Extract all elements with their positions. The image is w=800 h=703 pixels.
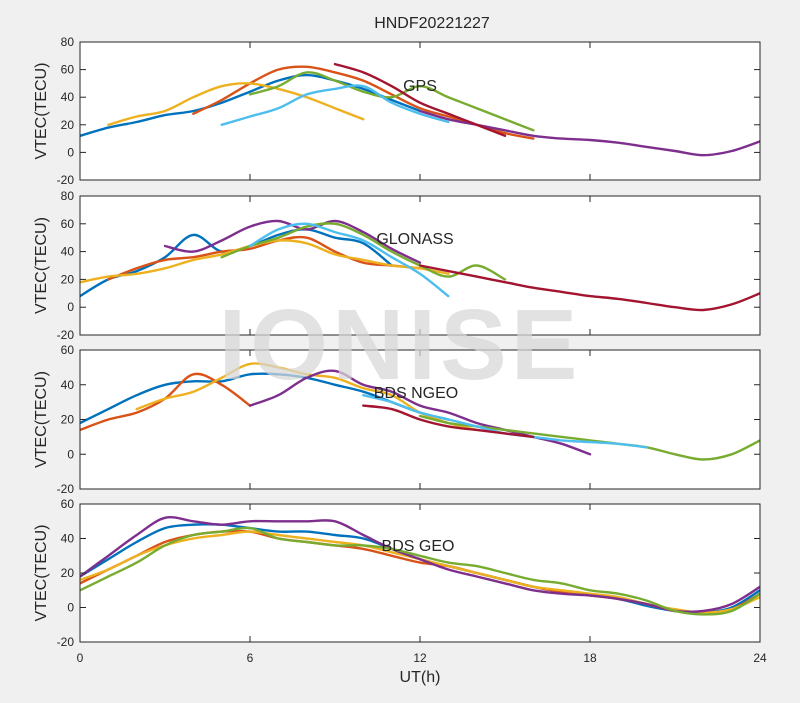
series-line-3: [107, 82, 365, 126]
series-group: [80, 516, 760, 616]
series-group: [80, 62, 760, 157]
x-tick-label: 6: [247, 651, 254, 665]
y-tick-label: 40: [61, 378, 75, 392]
x-tick-label: 24: [753, 651, 767, 665]
y-tick-label: -20: [57, 482, 75, 496]
y-axis-label: VTEC(TECU): [33, 217, 50, 314]
y-tick-label: -20: [57, 173, 75, 187]
panel-title: BDS GEO: [382, 538, 455, 555]
y-tick-label: 40: [61, 90, 75, 104]
y-tick-label: 20: [61, 118, 75, 132]
plot-area: [80, 504, 760, 642]
panel-3: -20 0 20 40 60 VTEC(TECU) BDS NGEO: [33, 343, 761, 496]
series-line-1: [80, 73, 422, 137]
y-tick-label: 60: [61, 217, 75, 231]
panel-2: -20 0 20 40 60 80 VTEC(TECU) GLONASS: [33, 189, 761, 342]
y-tick-label: 20: [61, 413, 75, 427]
y-tick-label: -20: [57, 328, 75, 342]
series-group: [80, 219, 760, 312]
series-line-6: [248, 222, 450, 298]
y-axis-label: VTEC(TECU): [33, 63, 50, 160]
series-line-7: [362, 404, 535, 439]
panel-title: GLONASS: [376, 231, 453, 248]
figure-title: HNDF20221227: [374, 15, 490, 32]
series-line-6: [220, 84, 450, 126]
x-tick-label: 18: [583, 651, 597, 665]
y-tick-label: 40: [61, 245, 75, 259]
series-line-5: [220, 222, 507, 281]
y-axis-label: VTEC(TECU): [33, 371, 50, 468]
panel-title: BDS NGEO: [374, 385, 458, 402]
y-tick-label: 60: [61, 343, 75, 357]
y-tick-label: 40: [61, 532, 75, 546]
series-line-7: [333, 62, 507, 137]
y-tick-label: 20: [61, 272, 75, 286]
y-tick-label: 0: [67, 300, 74, 314]
series-line-2: [107, 235, 422, 281]
y-tick-label: 20: [61, 566, 75, 580]
y-tick-label: 60: [61, 497, 75, 511]
series-line-7: [418, 264, 760, 312]
y-tick-label: 80: [61, 189, 75, 203]
x-axis-label: UT(h): [400, 669, 441, 686]
panel-title: GPS: [403, 78, 437, 95]
y-tick-label: 0: [67, 601, 74, 615]
series-line-5: [80, 526, 760, 616]
y-axis-label: VTEC(TECU): [33, 525, 50, 622]
x-tick-label: 12: [413, 651, 427, 665]
y-tick-label: 0: [67, 447, 74, 461]
y-tick-label: 0: [67, 145, 74, 159]
y-tick-label: 60: [61, 63, 75, 77]
y-tick-label: 80: [61, 35, 75, 49]
series-line-5: [248, 71, 535, 132]
series-group: [80, 362, 760, 461]
x-tick-label: 0: [77, 651, 84, 665]
series-line-4: [80, 516, 760, 614]
panel-1: -20 0 20 40 60 80 VTEC(TECU) GPS: [33, 35, 761, 187]
y-tick-label: -20: [57, 635, 75, 649]
